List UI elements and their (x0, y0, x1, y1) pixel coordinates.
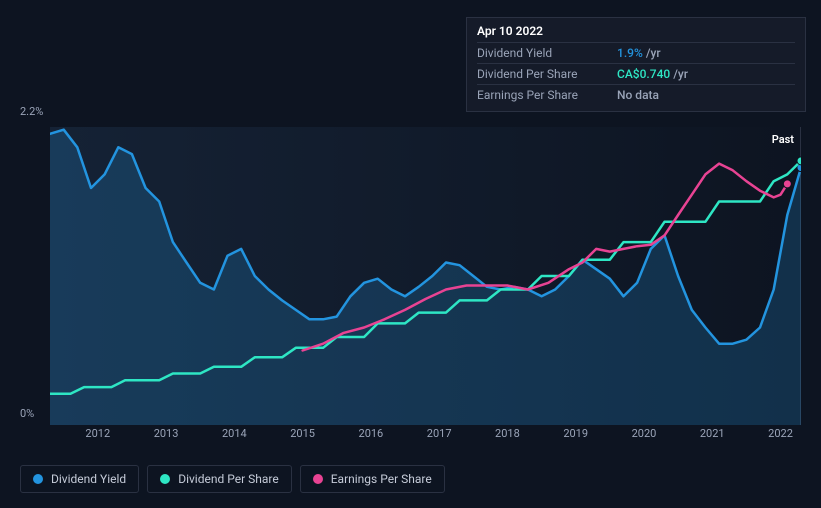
legend-item-label: Dividend Yield (51, 472, 126, 486)
legend-item[interactable]: Earnings Per Share (300, 465, 445, 493)
chart-svg (50, 127, 801, 425)
x-axis-label: 2016 (359, 427, 384, 440)
y-axis-max-label: 2.2% (20, 105, 43, 118)
x-axis-label: 2021 (700, 427, 725, 440)
tooltip-row: Earnings Per ShareNo data (477, 84, 795, 105)
past-badge: Past (772, 133, 794, 146)
chart-container: 2.2% 0% Past 201220132014201520162017201… (20, 105, 801, 445)
tooltip-row-suffix: /yr (673, 67, 688, 81)
x-axis-label: 2012 (85, 427, 110, 440)
tooltip-row: Dividend Yield1.9%/yr (477, 42, 795, 63)
x-axis-label: 2015 (290, 427, 315, 440)
x-axis-labels: 2012 2013 2014 2015 2016 2017 2018 2019 2020 2021… (50, 425, 801, 445)
legend-item[interactable]: Dividend Yield (20, 465, 139, 493)
plot-area[interactable]: Past (50, 127, 801, 425)
tooltip-row-suffix: /yr (646, 46, 661, 60)
x-axis-label: 2013 (154, 427, 179, 440)
x-axis-label: 2019 (563, 427, 588, 440)
x-axis-label: 2022 (768, 427, 793, 440)
tooltip-row-label: Dividend Per Share (477, 67, 617, 81)
legend-dot-icon (313, 474, 323, 484)
legend-item-label: Earnings Per Share (331, 472, 432, 486)
tooltip-row-value: 1.9%/yr (617, 46, 661, 60)
tooltip-row-label: Dividend Yield (477, 46, 617, 60)
tooltip-row-label: Earnings Per Share (477, 88, 617, 102)
tooltip-row-value: No data (617, 88, 662, 102)
y-axis-min-label: 0% (20, 407, 34, 420)
x-axis-label: 2014 (222, 427, 247, 440)
x-axis-label: 2018 (495, 427, 520, 440)
tooltip-date: Apr 10 2022 (477, 24, 795, 42)
tooltip-row: Dividend Per ShareCA$0.740/yr (477, 63, 795, 84)
x-axis-label: 2017 (427, 427, 452, 440)
legend-item[interactable]: Dividend Per Share (147, 465, 292, 493)
x-axis-label: 2020 (632, 427, 657, 440)
legend-item-label: Dividend Per Share (178, 472, 279, 486)
legend: Dividend Yield Dividend Per Share Earnings… (20, 465, 445, 493)
chart-tooltip: Apr 10 2022 Dividend Yield1.9%/yrDividen… (466, 17, 806, 112)
legend-dot-icon (160, 474, 170, 484)
tooltip-row-value: CA$0.740/yr (617, 67, 688, 81)
legend-dot-icon (33, 474, 43, 484)
